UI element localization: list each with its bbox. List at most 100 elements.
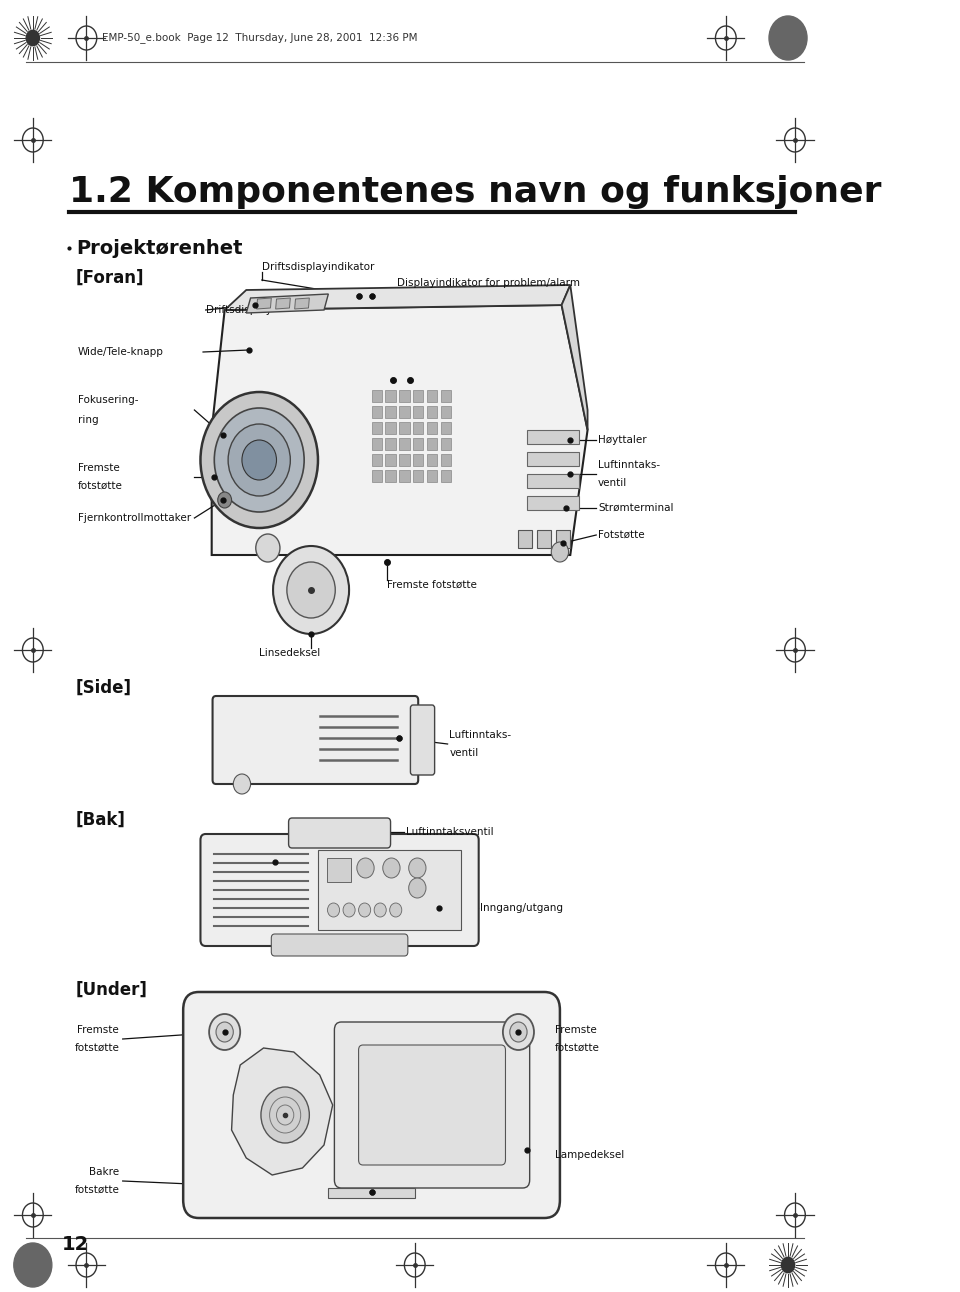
Text: ring: ring — [78, 415, 98, 425]
Bar — [413, 438, 423, 450]
Circle shape — [374, 903, 386, 917]
FancyBboxPatch shape — [272, 934, 408, 956]
Bar — [441, 406, 451, 419]
Circle shape — [13, 1243, 52, 1287]
Bar — [385, 438, 396, 450]
Text: Fjernkontrollmottaker: Fjernkontrollmottaker — [78, 513, 191, 523]
Text: ventil: ventil — [598, 478, 627, 488]
Text: Luftinntaks-: Luftinntaks- — [449, 730, 512, 740]
Bar — [427, 422, 437, 434]
Text: Strømterminal: Strømterminal — [598, 503, 673, 513]
Bar — [326, 858, 350, 882]
Circle shape — [781, 1257, 795, 1273]
Text: Lampedeksel: Lampedeksel — [555, 1150, 624, 1160]
Circle shape — [383, 858, 400, 879]
Text: Luftinntaksventil: Luftinntaksventil — [406, 827, 493, 837]
Text: Luftinntaks-: Luftinntaks- — [598, 460, 660, 470]
Circle shape — [327, 903, 340, 917]
Bar — [527, 452, 579, 466]
Polygon shape — [276, 298, 290, 309]
Circle shape — [273, 547, 349, 634]
Bar — [427, 453, 437, 466]
Text: fotstøtte: fotstøtte — [555, 1043, 600, 1053]
Text: Displayindikator for problem/alarm: Displayindikator for problem/alarm — [397, 278, 581, 288]
Text: EMP-50_e.book  Page 12  Thursday, June 28, 2001  12:36 PM: EMP-50_e.book Page 12 Thursday, June 28,… — [102, 32, 418, 44]
Circle shape — [201, 391, 318, 528]
Bar — [527, 474, 579, 488]
Text: Fokusering-: Fokusering- — [78, 395, 138, 404]
Bar — [518, 530, 532, 548]
Text: ventil: ventil — [449, 748, 479, 758]
FancyBboxPatch shape — [359, 1045, 506, 1165]
FancyBboxPatch shape — [201, 835, 479, 946]
Circle shape — [510, 1022, 527, 1043]
Circle shape — [209, 1014, 240, 1050]
Text: fotstøtte: fotstøtte — [78, 481, 123, 491]
Text: Fotstøtte: Fotstøtte — [598, 530, 644, 540]
Circle shape — [26, 30, 39, 45]
Polygon shape — [295, 298, 309, 309]
Bar — [557, 530, 570, 548]
Text: Driftsdisplay: Driftsdisplay — [205, 305, 272, 315]
Bar — [399, 438, 410, 450]
Bar — [413, 453, 423, 466]
Circle shape — [357, 858, 374, 879]
Text: 1.2 Komponentenes navn og funksjoner: 1.2 Komponentenes navn og funksjoner — [69, 174, 881, 209]
Bar — [372, 390, 382, 402]
Circle shape — [255, 534, 280, 562]
Text: Fremste: Fremste — [555, 1025, 596, 1035]
Circle shape — [769, 16, 807, 59]
Bar — [441, 438, 451, 450]
Text: [Bak]: [Bak] — [76, 811, 126, 829]
FancyBboxPatch shape — [289, 818, 391, 848]
Bar — [372, 470, 382, 482]
Bar — [372, 438, 382, 450]
Bar — [427, 470, 437, 482]
Polygon shape — [562, 286, 588, 430]
Bar — [441, 453, 451, 466]
Bar — [413, 422, 423, 434]
Polygon shape — [225, 286, 570, 310]
Circle shape — [218, 492, 231, 508]
Circle shape — [551, 543, 568, 562]
Circle shape — [228, 424, 290, 496]
Circle shape — [287, 562, 335, 618]
Bar — [328, 1189, 415, 1198]
Text: Fremste: Fremste — [78, 1025, 119, 1035]
Text: Fremste fotstøtte: Fremste fotstøtte — [387, 580, 477, 590]
Bar — [527, 496, 579, 510]
Bar — [385, 422, 396, 434]
Bar — [441, 390, 451, 402]
Bar — [399, 390, 410, 402]
Bar — [399, 406, 410, 419]
FancyBboxPatch shape — [183, 992, 560, 1218]
Bar — [427, 438, 437, 450]
FancyBboxPatch shape — [212, 696, 419, 784]
Circle shape — [409, 879, 426, 898]
Bar — [385, 390, 396, 402]
Polygon shape — [231, 1048, 333, 1174]
Circle shape — [409, 858, 426, 879]
Bar — [385, 453, 396, 466]
Text: Inngang/utgang: Inngang/utgang — [480, 903, 564, 913]
Bar — [399, 422, 410, 434]
Bar — [538, 530, 551, 548]
Bar — [372, 453, 382, 466]
Circle shape — [242, 441, 276, 481]
Polygon shape — [256, 298, 272, 309]
Text: Bakre: Bakre — [89, 1167, 119, 1177]
Bar — [399, 470, 410, 482]
FancyBboxPatch shape — [334, 1022, 530, 1189]
Bar — [413, 470, 423, 482]
Bar — [527, 430, 579, 444]
Text: Wide/Tele-knapp: Wide/Tele-knapp — [78, 348, 163, 357]
Circle shape — [390, 903, 402, 917]
Circle shape — [359, 903, 371, 917]
Circle shape — [214, 408, 304, 512]
FancyBboxPatch shape — [411, 705, 435, 775]
Text: [Side]: [Side] — [76, 680, 132, 696]
Bar — [413, 390, 423, 402]
Bar — [441, 470, 451, 482]
Text: Driftsdisplayindikator: Driftsdisplayindikator — [262, 262, 374, 273]
Text: Høyttaler: Høyttaler — [598, 435, 646, 444]
